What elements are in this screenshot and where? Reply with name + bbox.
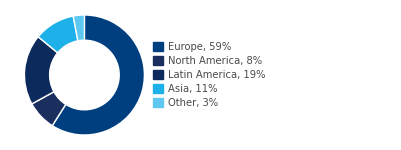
Wedge shape bbox=[32, 92, 66, 126]
Wedge shape bbox=[38, 16, 78, 53]
Wedge shape bbox=[73, 15, 84, 41]
Legend: Europe, 59%, North America, 8%, Latin America, 19%, Asia, 11%, Other, 3%: Europe, 59%, North America, 8%, Latin Am… bbox=[152, 42, 265, 108]
Wedge shape bbox=[24, 37, 57, 104]
Wedge shape bbox=[52, 15, 144, 135]
